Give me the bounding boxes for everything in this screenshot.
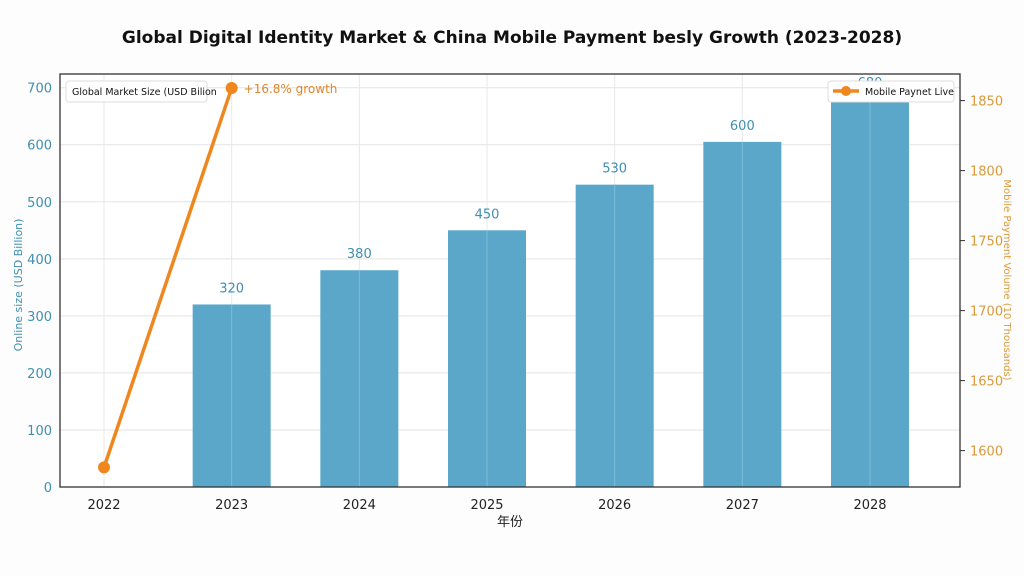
y2-tick-label: 1650 <box>970 375 1003 390</box>
x-tick-label: 2022 <box>87 498 120 513</box>
data-label: 320 <box>219 281 244 296</box>
clip-top <box>60 0 960 74</box>
x-tick-label: 2027 <box>726 498 759 513</box>
x-tick-label: 2026 <box>598 498 631 513</box>
chart-title: Global Digital Identity Market & China M… <box>121 28 903 48</box>
y2-tick-label: 1700 <box>970 305 1003 320</box>
line-series <box>102 87 234 468</box>
plot-border <box>59 73 961 488</box>
line-point <box>98 461 110 474</box>
y-tick-label: 400 <box>27 253 52 268</box>
y-axis-label: Online size (USD Billion) <box>12 219 25 352</box>
data-label: 600 <box>730 119 755 134</box>
x-tick-label: 2028 <box>853 498 886 513</box>
legend-right <box>827 80 955 103</box>
y2-axis-label: Mobile Payment Volume (10 Thousands) <box>1001 179 1012 380</box>
y-tick-label: 600 <box>27 139 52 154</box>
legend-left-label: Global Market Size (USD Bilion <box>72 87 217 98</box>
x-tick-label: 2024 <box>343 498 376 513</box>
y2-tick-label: 1600 <box>970 445 1003 460</box>
data-label: 380 <box>347 247 372 262</box>
legend-marker <box>841 86 851 96</box>
y-tick-label: 700 <box>27 82 52 97</box>
growth-annotation: +16.8% growth <box>244 82 338 96</box>
y-tick-label: 200 <box>27 367 52 382</box>
y-tick-label: 100 <box>27 424 52 439</box>
y2-tick-label: 1800 <box>970 165 1003 180</box>
data-label: 530 <box>602 162 627 177</box>
y-tick-label: 500 <box>27 196 52 211</box>
x-tick-label: 2023 <box>215 498 248 513</box>
line-point <box>225 82 238 94</box>
data-label: 450 <box>475 207 500 222</box>
x-axis-label: 年份 <box>497 515 523 530</box>
y2-tick-label: 1750 <box>970 235 1003 250</box>
legend-left <box>65 80 208 103</box>
y-tick-label: 0 <box>44 481 52 496</box>
legend-right-label: Mobile Paynet Live <box>865 87 954 98</box>
y-tick-label: 300 <box>27 310 52 325</box>
x-tick-label: 2025 <box>470 498 503 513</box>
y2-tick-label: 1850 <box>970 95 1003 110</box>
